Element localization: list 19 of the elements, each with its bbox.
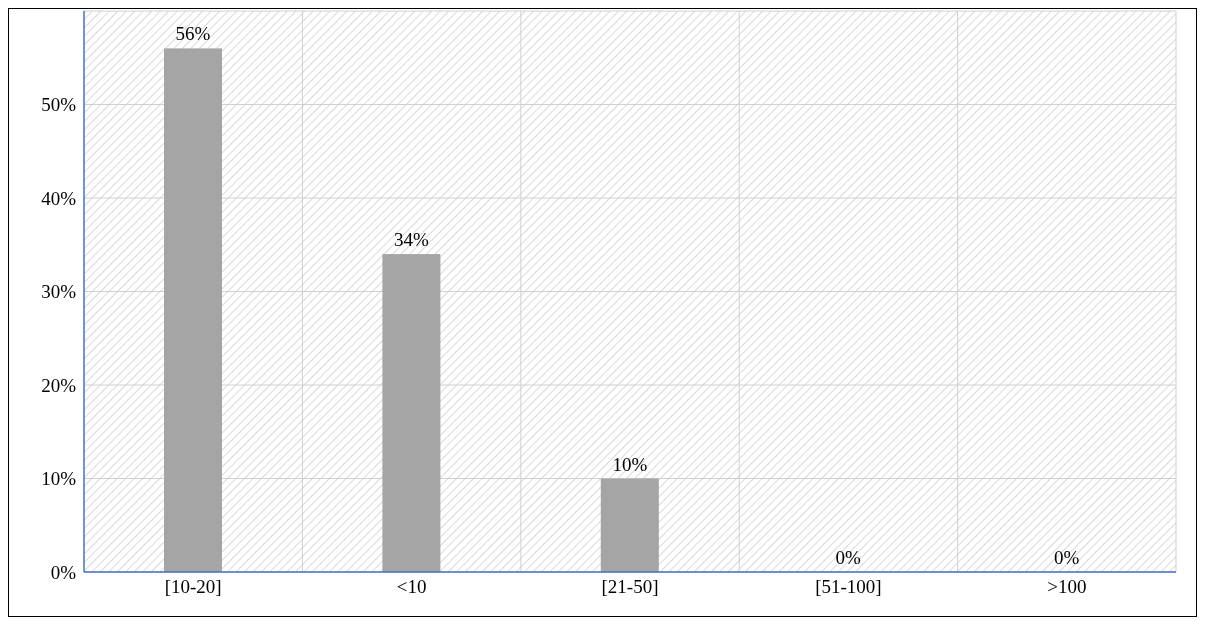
x-tick-label: [10-20] <box>164 576 222 598</box>
x-tick-label: >100 <box>1047 576 1087 598</box>
bar <box>382 254 441 572</box>
y-tick-label: 40% <box>41 187 77 209</box>
data-label: 0% <box>1053 547 1080 568</box>
bar <box>164 48 222 572</box>
data-label: 34% <box>393 229 429 251</box>
x-tick-label: <10 <box>396 576 427 598</box>
y-tick-label: 20% <box>41 374 77 396</box>
y-tick-label: 30% <box>41 281 77 303</box>
data-label: 0% <box>835 547 862 568</box>
y-tick-label: 10% <box>41 468 77 490</box>
y-tick-label: 50% <box>41 94 77 116</box>
y-tick-label: 0% <box>50 561 77 583</box>
bar <box>600 478 659 572</box>
x-tick-label: [51-100] <box>815 576 882 598</box>
x-tick-label: [21-50] <box>601 576 659 598</box>
data-label: 56% <box>175 23 211 45</box>
data-label: 10% <box>612 453 648 475</box>
